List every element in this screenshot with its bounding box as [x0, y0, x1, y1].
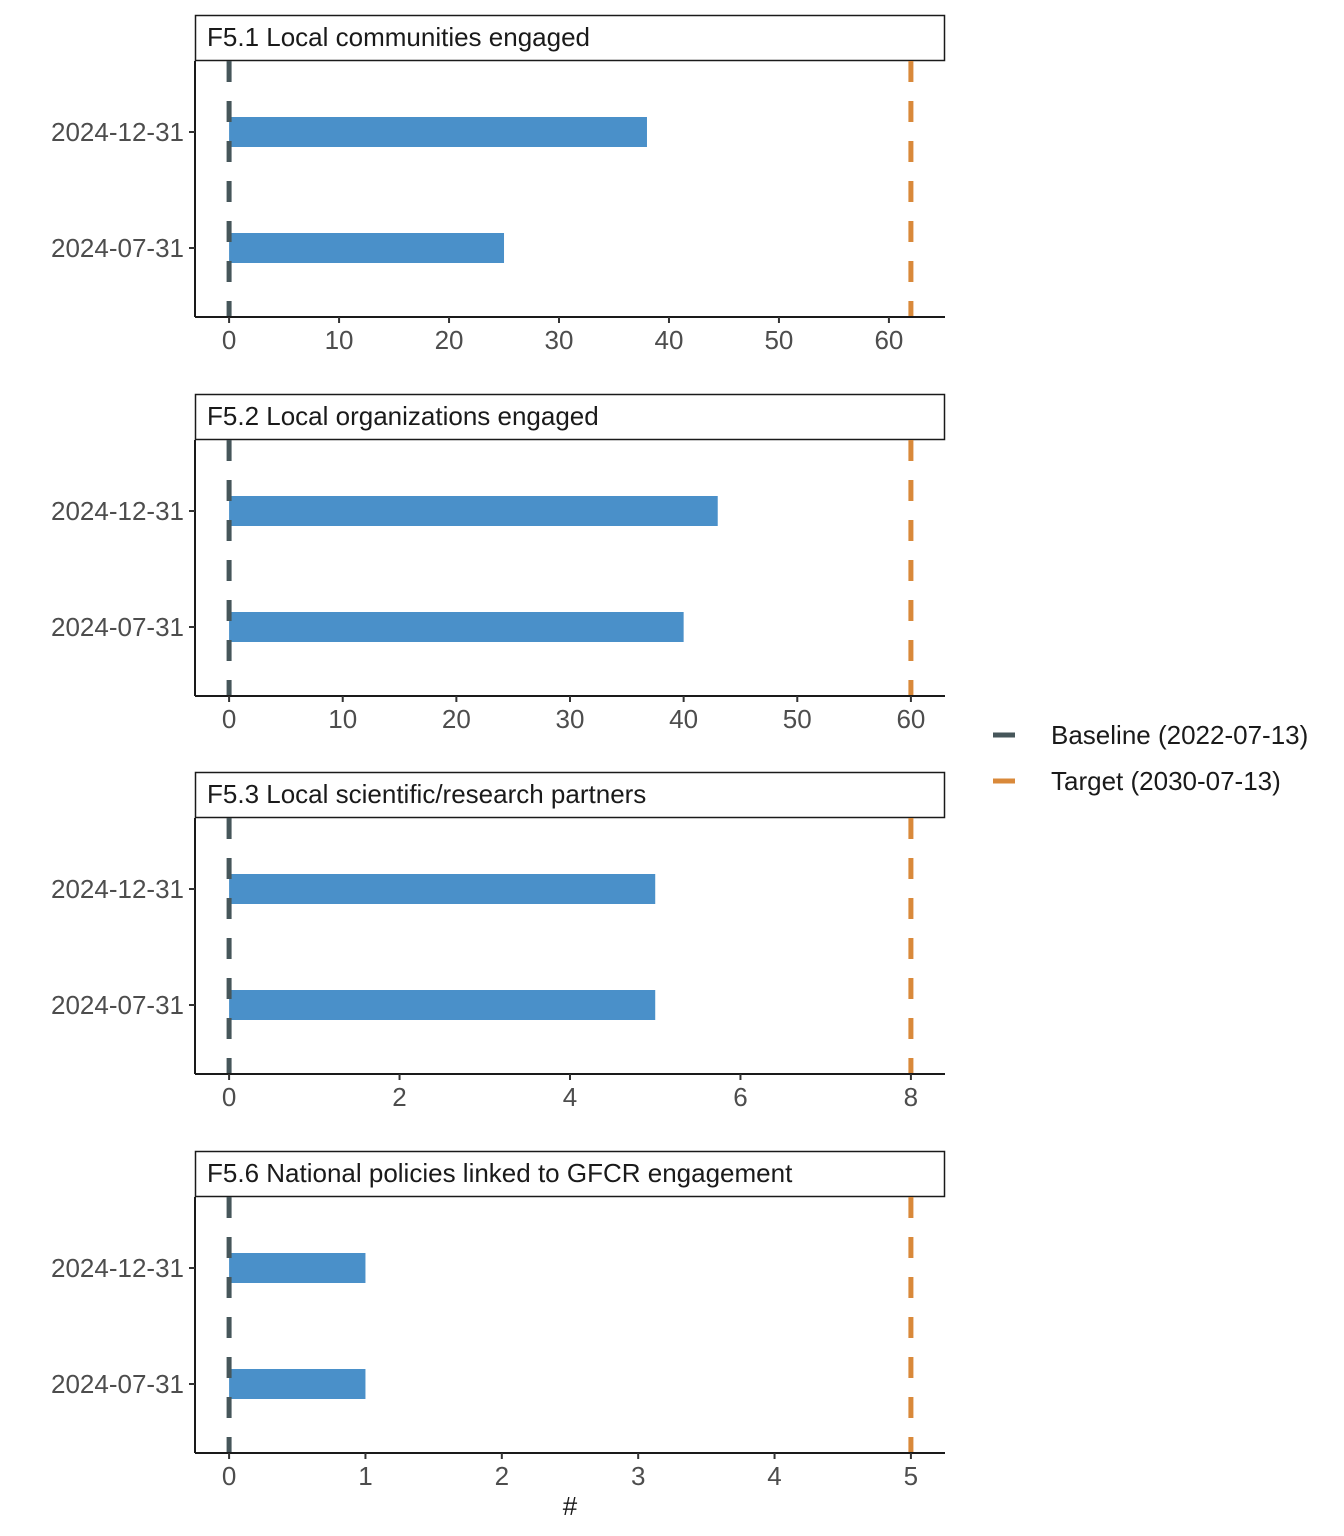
- x-tick-label: 1: [358, 1461, 372, 1491]
- panel-strip: [194, 1150, 946, 1198]
- x-tick-label: 6: [733, 1082, 747, 1112]
- x-tick-label: 30: [556, 704, 585, 734]
- x-tick-label: 10: [325, 325, 354, 355]
- legend-label-target: Target (2030-07-13): [1051, 766, 1281, 796]
- panel-strip: [194, 14, 946, 62]
- bar-2024-12-31: [229, 496, 718, 526]
- x-tick-label: 0: [222, 704, 236, 734]
- panel-title: F5.2 Local organizations engaged: [207, 401, 599, 431]
- y-tick-label: 2024-07-31: [51, 1369, 184, 1399]
- x-tick-label: 50: [764, 325, 793, 355]
- y-tick-label: 2024-07-31: [51, 990, 184, 1020]
- panel-strip: [194, 393, 946, 441]
- x-axis-title: #: [563, 1491, 578, 1521]
- y-tick-label: 2024-12-31: [51, 496, 184, 526]
- panel-title: F5.6 National policies linked to GFCR en…: [207, 1158, 793, 1188]
- x-tick-label: 4: [563, 1082, 577, 1112]
- x-tick-label: 0: [222, 325, 236, 355]
- panel-title: F5.3 Local scientific/research partners: [207, 779, 646, 809]
- panel-strip: [194, 771, 946, 819]
- y-tick-label: 2024-07-31: [51, 233, 184, 263]
- y-tick-label: 2024-07-31: [51, 612, 184, 642]
- x-tick-label: 8: [904, 1082, 918, 1112]
- panel-2: F5.2 Local organizations engaged 2024-12-…: [51, 393, 946, 734]
- x-tick-label: 2: [392, 1082, 406, 1112]
- bar-2024-12-31: [229, 874, 656, 904]
- panel-4: F5.6 National policies linked to GFCR en…: [51, 1150, 946, 1491]
- x-tick-label: 20: [435, 325, 464, 355]
- y-tick-label: 2024-12-31: [51, 117, 184, 147]
- bar-2024-07-31: [229, 990, 656, 1020]
- panel-1: F5.1 Local communities engaged 2024-12-31…: [51, 14, 946, 355]
- x-tick-label: 10: [328, 704, 357, 734]
- x-tick-label: 40: [669, 704, 698, 734]
- bar-2024-12-31: [229, 117, 647, 147]
- x-tick-label: 2: [495, 1461, 509, 1491]
- x-tick-label: 0: [222, 1082, 236, 1112]
- x-tick-label: 20: [442, 704, 471, 734]
- bar-2024-07-31: [229, 1369, 366, 1399]
- x-tick-label: 60: [874, 325, 903, 355]
- y-tick-label: 2024-12-31: [51, 1253, 184, 1283]
- legend-label-baseline: Baseline (2022-07-13): [1051, 720, 1308, 750]
- x-tick-label: 60: [896, 704, 925, 734]
- legend: Baseline (2022-07-13) Target (2030-07-13): [993, 720, 1308, 796]
- panel-3: F5.3 Local scientific/research partners 2…: [51, 771, 946, 1112]
- bar-2024-12-31: [229, 1253, 366, 1283]
- bar-2024-07-31: [229, 233, 505, 263]
- x-tick-label: 30: [545, 325, 574, 355]
- bar-2024-07-31: [229, 612, 684, 642]
- x-tick-label: 50: [783, 704, 812, 734]
- x-tick-label: 3: [631, 1461, 645, 1491]
- x-tick-label: 40: [655, 325, 684, 355]
- x-tick-label: 5: [904, 1461, 918, 1491]
- x-tick-label: 0: [222, 1461, 236, 1491]
- x-tick-label: 4: [767, 1461, 781, 1491]
- y-tick-label: 2024-12-31: [51, 874, 184, 904]
- panel-title: F5.1 Local communities engaged: [207, 22, 590, 52]
- chart-panels: F5.1 Local communities engaged 2024-12-31…: [51, 14, 946, 1491]
